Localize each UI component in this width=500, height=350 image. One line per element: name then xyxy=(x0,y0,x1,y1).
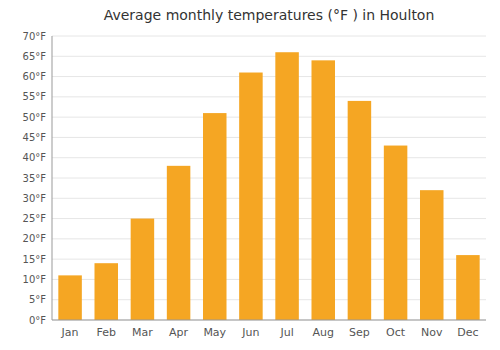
bar xyxy=(384,146,408,320)
y-tick-label: 0°F xyxy=(29,315,46,326)
grid-line xyxy=(52,76,486,77)
y-tick-label: 55°F xyxy=(23,91,47,102)
x-tick-label: Oct xyxy=(386,326,406,339)
bar xyxy=(131,219,155,320)
x-tick-label: Mar xyxy=(132,326,153,339)
y-tick-label: 50°F xyxy=(23,112,47,123)
x-tick-label: Apr xyxy=(169,326,189,339)
x-tick-label: Jan xyxy=(61,326,79,339)
bar xyxy=(58,275,82,320)
bars xyxy=(58,52,479,320)
y-tick-label: 65°F xyxy=(23,51,47,62)
grid-line xyxy=(52,117,486,118)
x-axis-line xyxy=(52,320,486,321)
x-tick-label: May xyxy=(203,326,226,339)
bar xyxy=(311,60,335,320)
grid-line xyxy=(52,178,486,179)
bar xyxy=(420,190,444,320)
x-tick-label: Aug xyxy=(313,326,334,339)
bar xyxy=(275,52,299,320)
x-tick-label: Jun xyxy=(241,326,259,339)
bar xyxy=(456,255,480,320)
x-tick-label: Dec xyxy=(457,326,478,339)
y-tick-label: 30°F xyxy=(23,193,47,204)
y-tick-label: 15°F xyxy=(23,254,47,265)
y-axis: 0°F 5°F 10°F 15°F 20°F 25°F 30°F 35°F 40°F 45°F 50… xyxy=(23,31,47,326)
x-tick-label: Sep xyxy=(349,326,370,339)
x-tick-label: Feb xyxy=(97,326,116,339)
grid-line xyxy=(52,137,486,138)
x-axis: Jan Feb Mar Apr May Jun Jul Aug Sep Oct Nov Dec xyxy=(61,326,479,339)
grid-line xyxy=(52,36,486,37)
grid-line xyxy=(52,157,486,158)
bar xyxy=(203,113,227,320)
bar xyxy=(94,263,118,320)
title: Average monthly temperatures (°F ) in Ho… xyxy=(104,7,435,23)
y-tick-label: 35°F xyxy=(23,173,47,184)
y-tick-label: 25°F xyxy=(23,213,47,224)
grid-line xyxy=(52,56,486,57)
bar xyxy=(348,101,372,320)
x-tick-label: Nov xyxy=(421,326,443,339)
y-tick-label: 5°F xyxy=(29,294,46,305)
grid xyxy=(52,36,486,320)
bar xyxy=(239,73,263,320)
chart: Average monthly temperatures (°F ) in Ho… xyxy=(0,0,500,350)
y-tick-label: 10°F xyxy=(23,274,47,285)
x-tick-label: Jul xyxy=(279,326,293,339)
y-axis-line xyxy=(52,36,53,320)
grid-line xyxy=(52,96,486,97)
y-tick-label: 70°F xyxy=(23,31,47,42)
y-tick-label: 60°F xyxy=(23,71,47,82)
y-tick-label: 45°F xyxy=(23,132,47,143)
grid-line xyxy=(52,320,486,321)
y-tick-label: 40°F xyxy=(23,152,47,163)
bar xyxy=(167,166,191,320)
y-tick-label: 20°F xyxy=(23,233,47,244)
